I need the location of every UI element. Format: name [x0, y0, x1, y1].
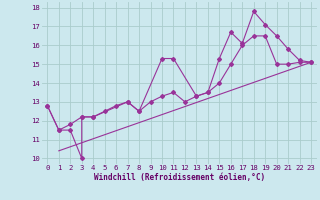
X-axis label: Windchill (Refroidissement éolien,°C): Windchill (Refroidissement éolien,°C): [94, 173, 265, 182]
